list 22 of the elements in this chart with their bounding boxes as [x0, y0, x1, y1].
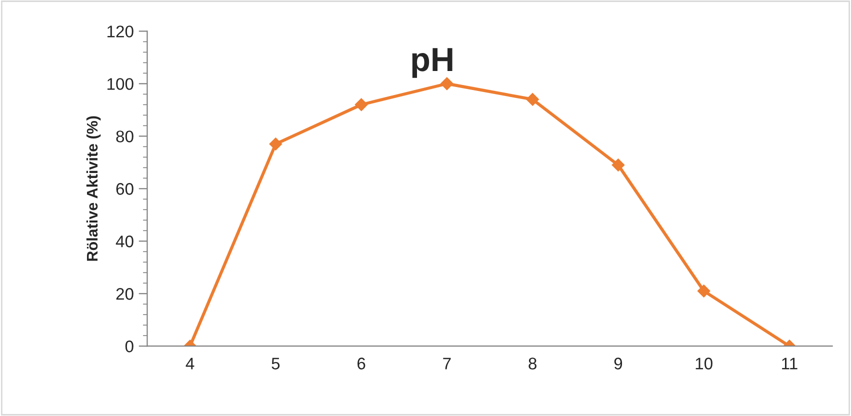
y-tick-label: 40 — [116, 236, 134, 248]
x-tick-label: 5 — [272, 358, 280, 370]
y-tick-label: 120 — [107, 26, 134, 38]
chart-title: pH — [412, 48, 452, 78]
x-tick-label: 11 — [782, 358, 798, 370]
x-tick-label: 10 — [696, 358, 712, 370]
point — [354, 98, 368, 112]
x-tick-label: 9 — [614, 358, 622, 370]
y-tick-label: 20 — [116, 288, 134, 300]
y-tick-label: 60 — [116, 183, 134, 195]
y-tick-label: 100 — [107, 78, 134, 90]
point — [526, 93, 539, 106]
x-tick-label: 4 — [186, 358, 194, 370]
y-tick-label: 80 — [116, 130, 134, 142]
point — [440, 77, 454, 90]
x-tick-label: 7 — [443, 358, 451, 370]
point — [612, 158, 625, 172]
point — [269, 138, 282, 150]
y-tick-label: 0 — [125, 340, 134, 352]
y-axis-title: Rölative Aktivite (%) — [86, 116, 101, 261]
x-tick-label: 8 — [528, 358, 536, 370]
x-tick-label: 6 — [358, 358, 366, 370]
